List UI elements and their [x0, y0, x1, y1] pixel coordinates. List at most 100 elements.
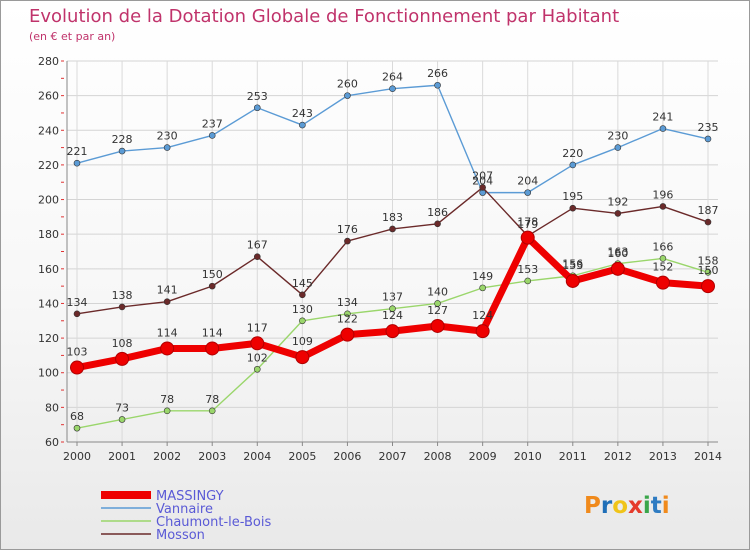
data-label: 134 [67, 296, 88, 309]
data-label: 117 [247, 321, 268, 334]
data-point [118, 303, 126, 311]
data-point [701, 279, 715, 294]
x-tick-label: 2006 [333, 450, 361, 463]
data-point [655, 275, 670, 290]
x-tick-label: 2012 [604, 450, 632, 463]
data-point [389, 85, 396, 93]
data-point [73, 424, 81, 432]
data-point [163, 407, 171, 415]
data-label: 183 [382, 211, 403, 224]
x-tick-label: 2014 [694, 450, 722, 463]
data-label: 102 [247, 351, 268, 364]
data-point [659, 255, 667, 262]
data-point [253, 253, 261, 260]
data-label: 179 [517, 218, 538, 231]
data-label: 160 [607, 247, 628, 260]
x-tick-label: 2007 [379, 450, 407, 463]
data-point [434, 220, 441, 228]
data-label: 130 [292, 303, 313, 316]
logo-letter: P [584, 493, 601, 519]
data-point [160, 341, 175, 356]
data-label: 156 [562, 258, 583, 271]
data-point [299, 291, 306, 299]
data-point [524, 189, 532, 196]
data-label: 228 [112, 133, 133, 146]
x-tick-label: 2001 [108, 450, 136, 463]
data-label: 241 [652, 111, 673, 124]
y-tick-label: 120 [38, 332, 59, 345]
data-label: 114 [202, 326, 223, 339]
y-tick-label: 280 [38, 55, 59, 68]
data-point [163, 144, 171, 151]
data-point [115, 351, 130, 366]
data-point [340, 327, 355, 342]
logo-letter: o [612, 493, 629, 519]
legend-label: Chaumont-le-Bois [156, 515, 271, 530]
data-label: 186 [427, 206, 448, 219]
data-label: 73 [115, 401, 129, 414]
data-label: 207 [472, 169, 493, 182]
data-label: 138 [112, 289, 133, 302]
proxiti-logo: Proxiti [584, 493, 670, 519]
data-label: 230 [607, 130, 628, 143]
data-point [389, 225, 396, 233]
data-point [479, 184, 486, 191]
data-label: 243 [292, 107, 313, 120]
x-tick-label: 2004 [243, 450, 271, 463]
chart-title: Evolution de la Dotation Globale de Fonc… [29, 6, 620, 27]
data-label: 235 [698, 121, 719, 134]
data-point [614, 210, 622, 217]
data-point [208, 132, 216, 139]
data-point [295, 350, 310, 365]
x-tick-label: 2013 [649, 450, 677, 463]
chart-subtitle: (en € et par an) [29, 30, 116, 43]
y-tick-label: 140 [38, 297, 59, 310]
data-point [344, 310, 351, 318]
data-label: 108 [112, 337, 133, 350]
x-tick-label: 2003 [198, 450, 226, 463]
data-point [344, 92, 351, 99]
data-label: 145 [292, 277, 313, 290]
data-point [610, 261, 625, 276]
logo-letter: x [628, 493, 643, 519]
series-mosson: 134 138 141 150 167 145 176 183 186 207 179 195 192 1… [67, 169, 719, 318]
data-label: 124 [472, 309, 493, 322]
series-vannaire: 221 228 230 237 253 243 260 264 266 204 204 220 230 2… [67, 67, 719, 196]
data-label: 153 [517, 263, 538, 276]
data-label: 264 [382, 71, 403, 84]
y-tick-label: 200 [38, 194, 59, 207]
data-label: 221 [67, 145, 88, 158]
data-label: 150 [202, 268, 223, 281]
data-label: 237 [202, 117, 223, 130]
data-point [704, 218, 712, 226]
data-point [299, 317, 306, 325]
data-label: 141 [157, 284, 178, 297]
x-tick-label: 2009 [469, 450, 497, 463]
data-point [250, 336, 265, 351]
data-label: 204 [517, 175, 538, 188]
data-point [520, 230, 535, 245]
logo-letter: t [650, 493, 662, 519]
x-tick-label: 2008 [424, 450, 452, 463]
x-tick-label: 2011 [559, 450, 587, 463]
data-point [299, 121, 306, 129]
data-label: 195 [562, 190, 583, 203]
y-tick-label: 160 [38, 263, 59, 276]
data-point [73, 310, 81, 318]
logo-letter: i [642, 493, 651, 519]
data-label: 192 [607, 195, 628, 208]
data-point [389, 305, 396, 312]
data-label: 158 [698, 254, 719, 267]
x-tick-label: 2002 [153, 450, 181, 463]
data-label: 124 [382, 309, 403, 322]
data-point [659, 203, 667, 210]
data-label: 137 [382, 291, 403, 304]
data-label: 153 [562, 259, 583, 272]
data-point [430, 318, 445, 333]
data-point [118, 416, 126, 423]
legend-label: MASSINGY [156, 489, 224, 504]
grid [67, 60, 718, 443]
data-label: 196 [652, 188, 673, 201]
